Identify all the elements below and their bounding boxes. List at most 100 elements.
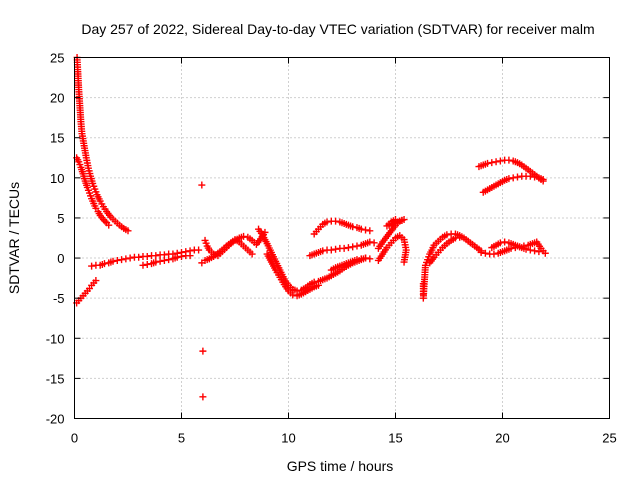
data-point-lower-arc-19-to-22h bbox=[509, 174, 517, 182]
data-point-outliers-6h bbox=[199, 347, 207, 355]
data-point-mid-trace-11-to-14h bbox=[319, 247, 327, 255]
x-tick-label: 15 bbox=[388, 431, 402, 446]
data-point-peak-14-to-15h bbox=[392, 216, 399, 224]
data-point-baseline-lower-trace bbox=[152, 258, 160, 266]
x-tick-label: 0 bbox=[71, 431, 78, 446]
data-point-trace-6-to-8h-lower bbox=[248, 250, 256, 258]
x-tick-label: 10 bbox=[281, 431, 295, 446]
x-tick-label: 20 bbox=[495, 431, 509, 446]
data-point-upper-arc-11-to-13h bbox=[362, 226, 370, 234]
data-point-tail-19-to-22h-upper bbox=[535, 248, 543, 256]
data-point-early-negative-arc bbox=[92, 277, 100, 285]
y-tick-label: -5 bbox=[53, 291, 65, 306]
data-point-outliers-6h bbox=[198, 181, 206, 189]
data-point-lower-arc-19-to-22h bbox=[513, 173, 521, 181]
y-tick-label: -10 bbox=[46, 331, 65, 346]
data-point-lower-decay-arc bbox=[99, 216, 107, 224]
data-point-upper-arc-19-to-22h bbox=[488, 159, 496, 167]
data-point-mid-trace-11-to-14h bbox=[349, 243, 357, 251]
data-point-dip-9-to-11h-lower bbox=[314, 281, 322, 289]
data-point-descent-16-to-17h bbox=[443, 231, 451, 239]
data-points bbox=[73, 54, 549, 401]
x-tick-label: 5 bbox=[178, 431, 185, 446]
data-point-baseline-lower-trace bbox=[139, 261, 147, 269]
y-tick-label: -15 bbox=[46, 371, 65, 386]
data-point-baseline-lower-trace bbox=[165, 256, 173, 264]
data-point-mid-trace-11-to-14h bbox=[332, 245, 340, 253]
data-point-baseline-trace bbox=[195, 246, 203, 254]
data-point-upper-arc-11-to-13h bbox=[366, 227, 374, 235]
data-point-mid-trace-11-to-14h bbox=[370, 239, 378, 247]
y-axis-label: SDTVAR / TECUs bbox=[6, 182, 22, 294]
data-point-baseline-trace bbox=[118, 256, 126, 264]
data-point-tail-19-to-22h bbox=[481, 249, 489, 257]
data-point-tail-19-to-22h-upper bbox=[522, 245, 530, 253]
data-point-lower-arc-19-to-22h bbox=[505, 175, 513, 183]
data-point-dip-9-to-11h-lower bbox=[289, 291, 297, 299]
data-point-trace-16-to-18h-lower bbox=[456, 233, 464, 241]
data-point-upper-arc-11-to-13h bbox=[349, 223, 357, 231]
data-point-baseline-lower-trace bbox=[186, 252, 194, 260]
data-point-upper-arc-19-to-22h bbox=[496, 157, 504, 165]
y-tick-label: 20 bbox=[50, 91, 64, 106]
data-point-baseline-lower-trace bbox=[160, 256, 168, 264]
data-point-lower-decay-arc bbox=[105, 221, 113, 229]
data-point-upper-arc-11-to-13h bbox=[357, 225, 365, 233]
y-tick-label: 0 bbox=[57, 251, 64, 266]
data-point-mid-trace-11-to-14h bbox=[366, 238, 374, 246]
axis-ticks: 0 5 10 15 20 25 -20 -15 -10 -5 0 5 10 15 20 25 bbox=[46, 51, 617, 446]
data-point-baseline-trace bbox=[100, 260, 108, 268]
data-point-baseline-trace bbox=[109, 257, 117, 265]
data-point-mid-trace-11-to-14h bbox=[353, 242, 361, 250]
y-tick-label: 5 bbox=[57, 211, 64, 226]
y-tick-label: 10 bbox=[50, 171, 64, 186]
y-tick-label: -20 bbox=[46, 412, 65, 427]
data-point-tail-19-to-22h bbox=[541, 249, 549, 257]
chart-title: Day 257 of 2022, Sidereal Day-to-day VTE… bbox=[81, 21, 594, 37]
data-point-baseline-trace bbox=[143, 252, 151, 260]
data-point-upper-arc-19-to-22h bbox=[484, 159, 492, 167]
data-point-baseline-lower-trace bbox=[173, 253, 181, 261]
data-point-mid-trace-11-to-14h bbox=[344, 244, 352, 252]
data-point-baseline-lower-trace bbox=[178, 252, 185, 260]
x-axis-label: GPS time / hours bbox=[287, 458, 394, 474]
y-tick-label: 25 bbox=[50, 51, 64, 66]
data-point-trace-6-to-8h bbox=[240, 232, 248, 240]
data-point-baseline-trace bbox=[88, 262, 96, 270]
data-point-baseline-trace bbox=[126, 254, 134, 262]
data-point-upper-arc-11-to-13h bbox=[332, 217, 340, 225]
data-point-cluster-14-to-15h bbox=[400, 258, 408, 266]
data-point-tail-19-to-22h-upper bbox=[501, 238, 509, 246]
data-point-tail-19-to-22h bbox=[477, 248, 485, 256]
data-point-baseline-trace bbox=[152, 252, 160, 260]
data-point-upper-arc-19-to-22h bbox=[492, 158, 500, 166]
data-point-mid-trace-12-to-14h bbox=[357, 255, 365, 263]
data-point-mid-trace-12-to-14h bbox=[353, 256, 361, 264]
data-point-baseline-trace bbox=[113, 256, 121, 264]
y-tick-label: 15 bbox=[50, 131, 64, 146]
data-point-lower-arc-19-to-22h bbox=[526, 172, 534, 180]
data-point-lower-decay-arc bbox=[101, 217, 109, 225]
data-point-lower-arc-19-to-22h bbox=[539, 175, 547, 183]
data-point-tail-19-to-22h-upper bbox=[496, 239, 504, 247]
x-tick-label: 25 bbox=[602, 431, 616, 446]
data-point-lower-arc-19-to-22h bbox=[531, 173, 539, 181]
data-point-upper-decay-arc bbox=[124, 227, 132, 235]
plot-frame bbox=[74, 57, 610, 419]
data-point-mid-trace-12-to-14h bbox=[366, 255, 374, 263]
data-point-mid-trace-11-to-14h bbox=[340, 244, 348, 252]
data-point-upper-arc-11-to-13h bbox=[323, 218, 331, 226]
data-point-tail-19-to-22h-upper bbox=[526, 246, 534, 254]
data-point-baseline-lower-trace bbox=[143, 260, 151, 268]
data-point-tail-19-to-22h-upper bbox=[531, 247, 539, 255]
data-point-baseline-lower-trace bbox=[156, 257, 164, 265]
data-point-mid-trace-11-to-14h bbox=[327, 246, 335, 254]
data-point-outliers-6h bbox=[199, 393, 207, 401]
data-point-mid-trace-12-to-14h bbox=[362, 254, 370, 262]
data-point-baseline-trace bbox=[135, 253, 143, 261]
data-point-tail-19-to-22h bbox=[490, 250, 498, 258]
data-point-baseline-trace bbox=[122, 255, 130, 263]
data-point-trace-16-to-18h-lower bbox=[451, 234, 459, 242]
data-point-upper-arc-19-to-22h bbox=[505, 156, 513, 164]
